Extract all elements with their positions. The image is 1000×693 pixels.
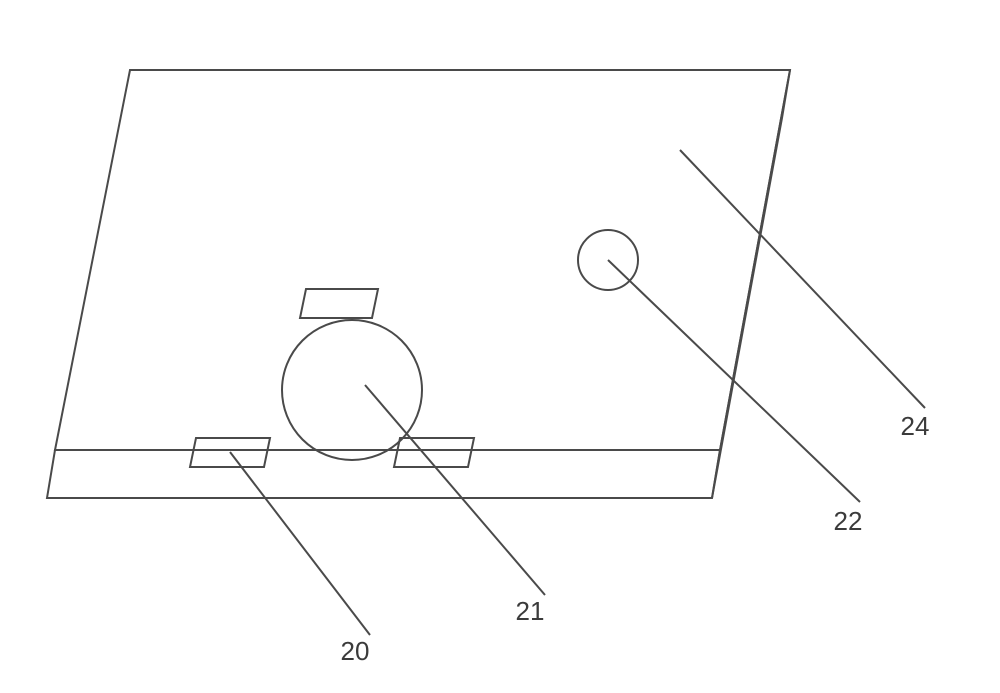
callout-label-21: 21: [516, 596, 545, 626]
callout-line-22: [608, 260, 860, 502]
callout-label-20: 20: [341, 636, 370, 666]
callout-label-22: 22: [834, 506, 863, 536]
callout-line-20: [230, 452, 370, 635]
callout-line-21: [365, 385, 545, 595]
plate-right-face: [712, 70, 790, 498]
plate-front-face: [47, 450, 720, 498]
callout-line-24: [680, 150, 925, 408]
large-hole: [282, 320, 422, 460]
diagram-canvas: 20 21 22 24: [0, 0, 1000, 693]
mounting-tab-0: [300, 289, 378, 318]
mounting-tab-2: [394, 438, 474, 467]
callout-label-24: 24: [901, 411, 930, 441]
